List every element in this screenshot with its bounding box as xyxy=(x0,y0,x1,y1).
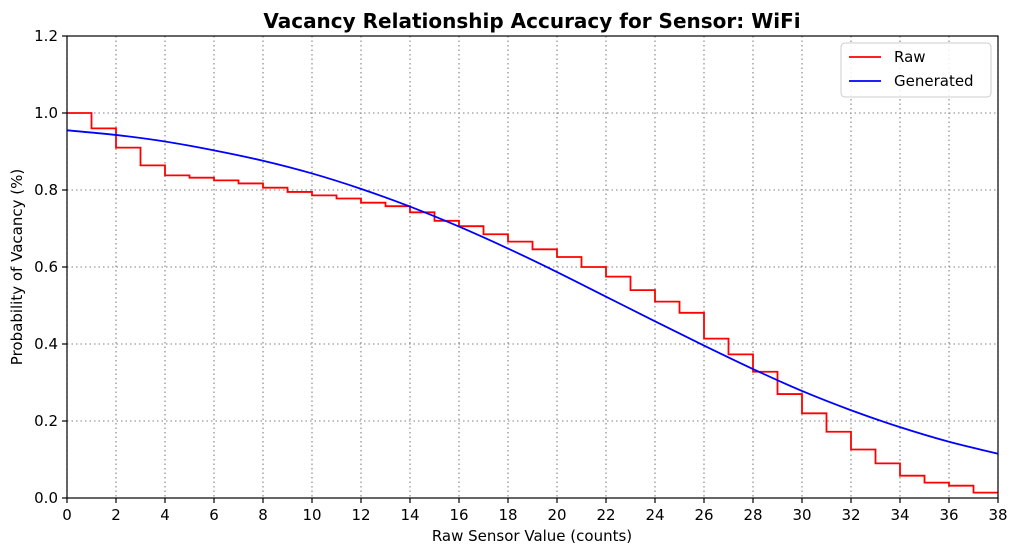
x-tick-label: 22 xyxy=(596,506,615,524)
series-layer xyxy=(66,112,999,494)
x-tick-label: 18 xyxy=(498,506,517,524)
x-tick-label: 32 xyxy=(841,506,860,524)
x-tick-label: 28 xyxy=(743,506,762,524)
x-tick-label: 34 xyxy=(890,506,909,524)
x-tick-label: 6 xyxy=(209,506,219,524)
y-tick-label: 1.2 xyxy=(34,27,58,45)
x-tick-label: 24 xyxy=(645,506,664,524)
x-tick-label: 16 xyxy=(449,506,468,524)
x-tick-label: 0 xyxy=(62,506,72,524)
y-tick-label: 0.4 xyxy=(34,335,58,353)
grid xyxy=(66,35,999,499)
series-line-raw xyxy=(67,112,998,494)
y-tick-label: 0.2 xyxy=(34,412,58,430)
chart-title: Vacancy Relationship Accuracy for Sensor… xyxy=(263,9,800,33)
x-tick-label: 10 xyxy=(302,506,321,524)
x-tick-label: 8 xyxy=(258,506,268,524)
legend: Raw Generated xyxy=(840,42,992,98)
x-axis-ticks: 0 2 4 6 8 10 12 14 16 18 20 22 24 26 28 30 32 34 36 38 xyxy=(62,498,1008,524)
y-axis-label: Probability of Vacancy (%) xyxy=(8,169,26,365)
x-tick-label: 26 xyxy=(694,506,713,524)
x-tick-label: 4 xyxy=(160,506,170,524)
x-tick-label: 38 xyxy=(988,506,1007,524)
y-tick-label: 1.0 xyxy=(34,104,58,122)
y-tick-label: 0.8 xyxy=(34,181,58,199)
x-tick-label: 30 xyxy=(792,506,811,524)
y-tick-label: 0.0 xyxy=(34,489,58,507)
series-line-generated xyxy=(66,129,999,455)
legend-label-raw: Raw xyxy=(894,48,926,66)
y-tick-label: 0.6 xyxy=(34,258,58,276)
x-tick-label: 20 xyxy=(547,506,566,524)
x-tick-label: 2 xyxy=(111,506,121,524)
legend-label-generated: Generated xyxy=(894,72,974,90)
y-axis-ticks: 0.0 0.2 0.4 0.6 0.8 1.0 1.2 xyxy=(34,27,67,507)
x-tick-label: 14 xyxy=(400,506,419,524)
x-tick-label: 36 xyxy=(939,506,958,524)
x-axis-label: Raw Sensor Value (counts) xyxy=(432,527,632,545)
x-tick-label: 12 xyxy=(351,506,370,524)
